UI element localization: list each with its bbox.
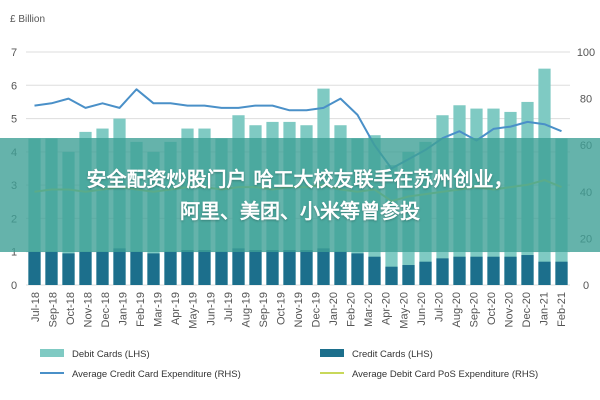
credit-card-bar: [419, 261, 432, 285]
credit-card-bar: [266, 250, 279, 285]
credit-card-bar: [249, 250, 262, 285]
credit-card-bar: [504, 256, 517, 285]
x-tick-label: Dec-18: [100, 292, 112, 327]
x-axis: Jul-18 Sep-18 Oct-18 Nov-18 Dec-18 Jan-19 Feb-…: [30, 292, 568, 329]
y-right-tick-label: 0: [583, 280, 589, 292]
credit-card-bar: [402, 265, 415, 285]
x-tick-label: Apr-20: [381, 292, 393, 325]
y-left-tick-label: 0: [11, 280, 17, 292]
x-tick-label: Feb-21: [556, 292, 568, 327]
x-tick-label: Mar-20: [363, 292, 375, 327]
x-tick-label: Jun-19: [205, 292, 217, 326]
credit-card-bar: [555, 261, 568, 285]
y-right-tick-label: 100: [577, 47, 595, 59]
x-tick-label: Oct-19: [275, 292, 287, 325]
y-left-tick-label: 1: [11, 247, 17, 259]
credit-card-bar: [130, 251, 143, 285]
credit-card-bar: [62, 253, 75, 285]
x-tick-label: Jul-20: [433, 292, 445, 322]
x-tick-label: Jun-20: [416, 292, 428, 326]
legend-entry: Credit Cards (LHS): [352, 349, 433, 360]
credit-card-bar: [487, 256, 500, 285]
credit-card-bar: [385, 266, 398, 285]
x-tick-label: Feb-19: [135, 292, 147, 327]
x-tick-label: Sep-19: [258, 292, 270, 327]
credit-card-bar: [79, 251, 92, 285]
y-axis-unit-label: £ Billion: [10, 14, 45, 25]
credit-card-bar: [232, 248, 245, 285]
overlay-banner: 安全配资炒股门户 哈工大校友联手在苏州创业， 阿里、美团、小米等曾参投: [0, 138, 600, 252]
x-tick-label: Oct-18: [65, 292, 77, 325]
overlay-headline-line2: 阿里、美团、小米等曾参投: [180, 199, 420, 223]
x-tick-label: May-20: [398, 292, 410, 329]
x-tick-label: Apr-19: [170, 292, 182, 325]
x-tick-label: Dec-20: [521, 292, 533, 327]
y-left-tick-label: 5: [11, 114, 17, 126]
x-tick-label: Nov-20: [504, 292, 516, 327]
y-left-tick-label: 7: [11, 47, 17, 59]
legend-entry: Average Debit Card PoS Expenditure (RHS): [352, 369, 538, 380]
x-tick-label: Nov-18: [82, 292, 94, 327]
x-tick-label: Nov-19: [293, 292, 305, 327]
credit-card-bar: [334, 251, 347, 285]
credit-card-bar: [300, 250, 313, 285]
x-tick-label: Oct-20: [486, 292, 498, 325]
credit-card-bar: [453, 256, 466, 285]
legend: Debit Cards (LHS) Credit Cards (LHS) Avera…: [40, 349, 538, 380]
x-tick-label: Jan-20: [328, 292, 340, 326]
credit-card-bar: [215, 251, 228, 285]
overlay-headline-line1: 安全配资炒股门户 哈工大校友联手在苏州创业，: [86, 167, 514, 191]
x-tick-label: Jul-19: [223, 292, 235, 322]
credit-card-bar: [317, 248, 330, 285]
credit-card-bar: [198, 250, 211, 285]
credit-card-bar: [147, 253, 160, 285]
x-tick-label: Sep-18: [47, 292, 59, 327]
credit-card-bar: [436, 258, 449, 285]
y-right-tick-label: 80: [580, 94, 592, 106]
credit-card-bar: [470, 256, 483, 285]
credit-card-bar: [538, 261, 551, 285]
legend-entry: Debit Cards (LHS): [72, 349, 150, 360]
x-tick-label: Dec-19: [311, 292, 323, 327]
credit-card-bar: [45, 251, 58, 285]
x-tick-label: Aug-19: [240, 292, 252, 327]
legend-swatch: [320, 349, 344, 357]
credit-card-bar: [28, 251, 41, 285]
credit-card-bar: [521, 255, 534, 285]
legend-entry: Average Credit Card Expenditure (RHS): [72, 369, 241, 380]
x-tick-label: Jan-19: [118, 292, 130, 326]
x-tick-label: Feb-20: [346, 292, 358, 327]
credit-card-bar: [368, 256, 381, 285]
legend-swatch: [40, 349, 64, 357]
x-tick-label: Jul-18: [30, 292, 42, 322]
y-left-tick-label: 6: [11, 80, 17, 92]
credit-card-bar: [113, 248, 126, 285]
credit-card-bar: [351, 253, 364, 285]
credit-card-bar: [96, 251, 109, 285]
x-tick-label: Sep-20: [468, 292, 480, 327]
x-tick-label: May-19: [188, 292, 200, 329]
credit-card-bar: [283, 250, 296, 285]
x-tick-label: Jan-21: [539, 292, 551, 326]
x-tick-label: Aug-20: [451, 292, 463, 327]
credit-card-bar: [164, 251, 177, 285]
credit-card-bar: [181, 250, 194, 285]
x-tick-label: Mar-19: [153, 292, 165, 327]
